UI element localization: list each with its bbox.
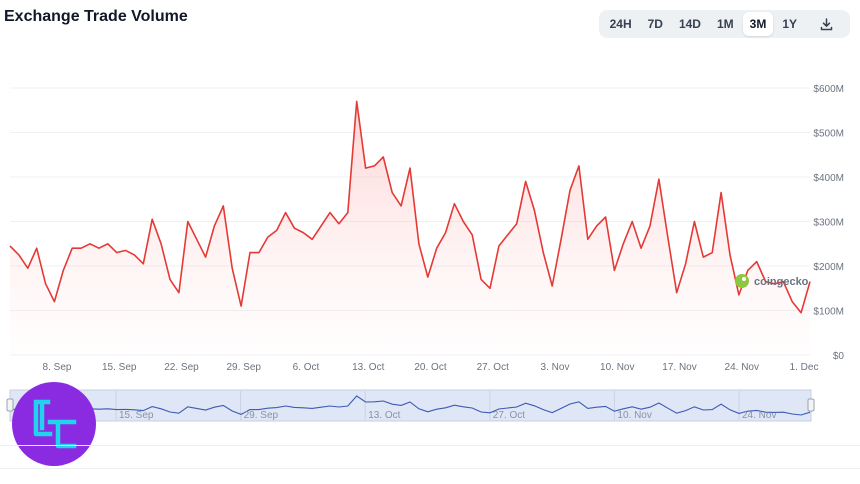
coingecko-watermark: coingecko xyxy=(735,274,809,288)
range-navigator[interactable]: 15. Sep 29. Sep 13. Oct 27. Oct 10. Nov 24. N… xyxy=(6,389,815,422)
x-tick-label: 6. Oct xyxy=(293,362,320,373)
x-tick-label: 15. Sep xyxy=(102,362,137,373)
x-tick-label: 13. Oct xyxy=(352,362,384,373)
navigator-tick-label: 29. Sep xyxy=(244,410,279,421)
navigator-tick-label: 24. Nov xyxy=(742,410,776,421)
navigator-tick-label: 27. Oct xyxy=(493,410,525,421)
y-tick-label: $300M xyxy=(813,218,844,229)
volume-line xyxy=(9,100,811,314)
navigator-tick-label: 15. Sep xyxy=(119,410,154,421)
y-tick-label: $500M xyxy=(813,129,844,140)
volume-chart: $0 $100M $200M $300M $400M $500M $600M 8. Sep 1… xyxy=(6,84,844,422)
x-tick-label: 27. Oct xyxy=(477,362,509,373)
x-tick-label: 10. Nov xyxy=(600,362,634,373)
range-24h-button[interactable]: 24H xyxy=(609,17,632,31)
navigator-selection[interactable] xyxy=(9,389,812,422)
x-tick-label: 3. Nov xyxy=(541,362,570,373)
volume-area xyxy=(10,101,810,356)
y-axis-labels: $0 $100M $200M $300M $400M $500M $600M xyxy=(813,84,844,362)
time-range-selector: 24H 7D 14D 1M 3M 1Y xyxy=(598,10,850,38)
watermark-text: coingecko xyxy=(754,276,809,288)
download-button[interactable] xyxy=(806,13,846,36)
x-tick-label: 1. Dec xyxy=(790,362,819,373)
range-7d-button[interactable]: 7D xyxy=(647,17,663,31)
navigator-labels: 15. Sep 29. Sep 13. Oct 27. Oct 10. Nov 24. N… xyxy=(119,410,776,421)
navigator-tick-label: 13. Oct xyxy=(368,410,400,421)
x-tick-label: 29. Sep xyxy=(227,362,262,373)
x-tick-label: 17. Nov xyxy=(662,362,696,373)
download-icon xyxy=(820,17,832,30)
navigator-tick-label: 10. Nov xyxy=(617,410,651,421)
divider xyxy=(0,445,860,446)
range-3m-button[interactable]: 3M xyxy=(742,12,774,36)
y-tick-label: $0 xyxy=(833,351,845,362)
y-tick-label: $400M xyxy=(813,173,844,184)
y-tick-label: $100M xyxy=(813,307,844,318)
navigator-right-handle[interactable] xyxy=(807,398,815,412)
x-tick-label: 20. Oct xyxy=(414,362,446,373)
y-tick-label: $600M xyxy=(813,84,844,95)
x-axis-labels: 8. Sep 15. Sep 22. Sep 29. Sep 6. Oct 13. Oct… xyxy=(43,362,819,373)
range-1m-button[interactable]: 1M xyxy=(716,17,734,31)
gecko-icon xyxy=(735,274,749,288)
range-14d-button[interactable]: 14D xyxy=(678,17,701,31)
navigator-left-handle[interactable] xyxy=(6,398,14,412)
x-tick-label: 8. Sep xyxy=(43,362,72,373)
page-title: Exchange Trade Volume xyxy=(4,8,188,25)
range-1y-button[interactable]: 1Y xyxy=(782,17,797,31)
y-tick-label: $200M xyxy=(813,262,844,273)
x-tick-label: 22. Sep xyxy=(164,362,199,373)
x-tick-label: 24. Nov xyxy=(725,362,759,373)
brand-logo xyxy=(12,382,96,466)
logo-icon xyxy=(33,399,77,449)
navigator-line xyxy=(9,395,811,416)
divider xyxy=(0,468,860,469)
